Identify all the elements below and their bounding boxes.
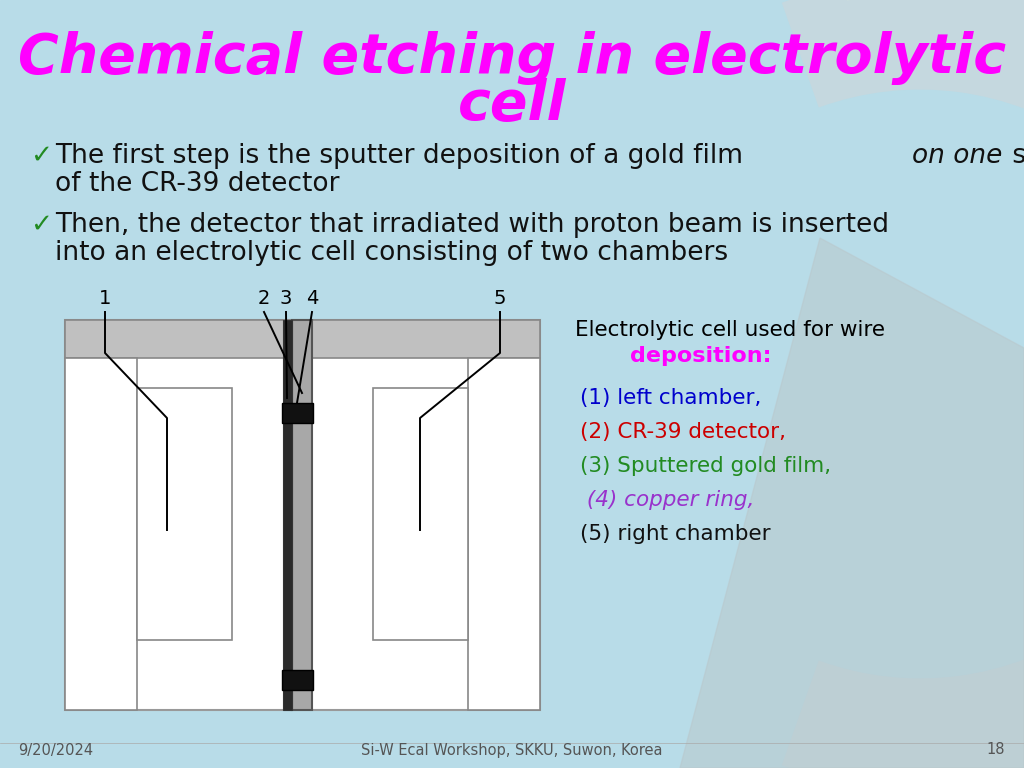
Text: (2) CR-39 detector,: (2) CR-39 detector, (580, 422, 786, 442)
Bar (292, 320, 312, 710)
Bar (373, 388, 468, 640)
Text: side: side (1004, 143, 1024, 169)
Text: 9/20/2024: 9/20/2024 (18, 743, 93, 757)
Bar (468, 358, 540, 710)
Bar (65, 358, 137, 710)
Text: 5: 5 (494, 289, 506, 308)
Text: into an electrolytic cell consisting of two chambers: into an electrolytic cell consisting of … (55, 240, 728, 266)
Text: 3: 3 (280, 289, 292, 308)
Text: (1) left chamber,: (1) left chamber, (580, 388, 762, 408)
Text: 2: 2 (258, 289, 270, 308)
Text: cell: cell (458, 78, 566, 132)
Text: (3) Sputtered gold film,: (3) Sputtered gold film, (580, 456, 831, 476)
Bar (283, 320, 292, 710)
Bar (137, 388, 232, 640)
Polygon shape (680, 238, 1024, 768)
Text: (4) copper ring,: (4) copper ring, (580, 490, 755, 510)
Text: Si-W Ecal Workshop, SKKU, Suwon, Korea: Si-W Ecal Workshop, SKKU, Suwon, Korea (361, 743, 663, 757)
Text: Chemical etching in electrolytic: Chemical etching in electrolytic (18, 31, 1006, 85)
Bar (282, 670, 313, 690)
Text: Then, the detector that irradiated with proton beam is inserted: Then, the detector that irradiated with … (55, 212, 889, 238)
Text: deposition:: deposition: (630, 346, 771, 366)
Text: 4: 4 (306, 289, 318, 308)
Text: The first step is the sputter deposition of a gold film: The first step is the sputter deposition… (55, 143, 752, 169)
Text: (5) right chamber: (5) right chamber (580, 524, 771, 544)
Text: 1: 1 (98, 289, 112, 308)
Bar (65, 320, 540, 358)
Text: ✓: ✓ (30, 212, 52, 238)
Text: 18: 18 (986, 743, 1005, 757)
Text: of the CR-39 detector: of the CR-39 detector (55, 171, 340, 197)
Bar (282, 403, 313, 423)
Bar (65, 320, 540, 710)
Text: ✓: ✓ (30, 143, 52, 169)
Text: on one: on one (912, 143, 1002, 169)
Text: Electrolytic cell used for wire: Electrolytic cell used for wire (575, 320, 885, 340)
